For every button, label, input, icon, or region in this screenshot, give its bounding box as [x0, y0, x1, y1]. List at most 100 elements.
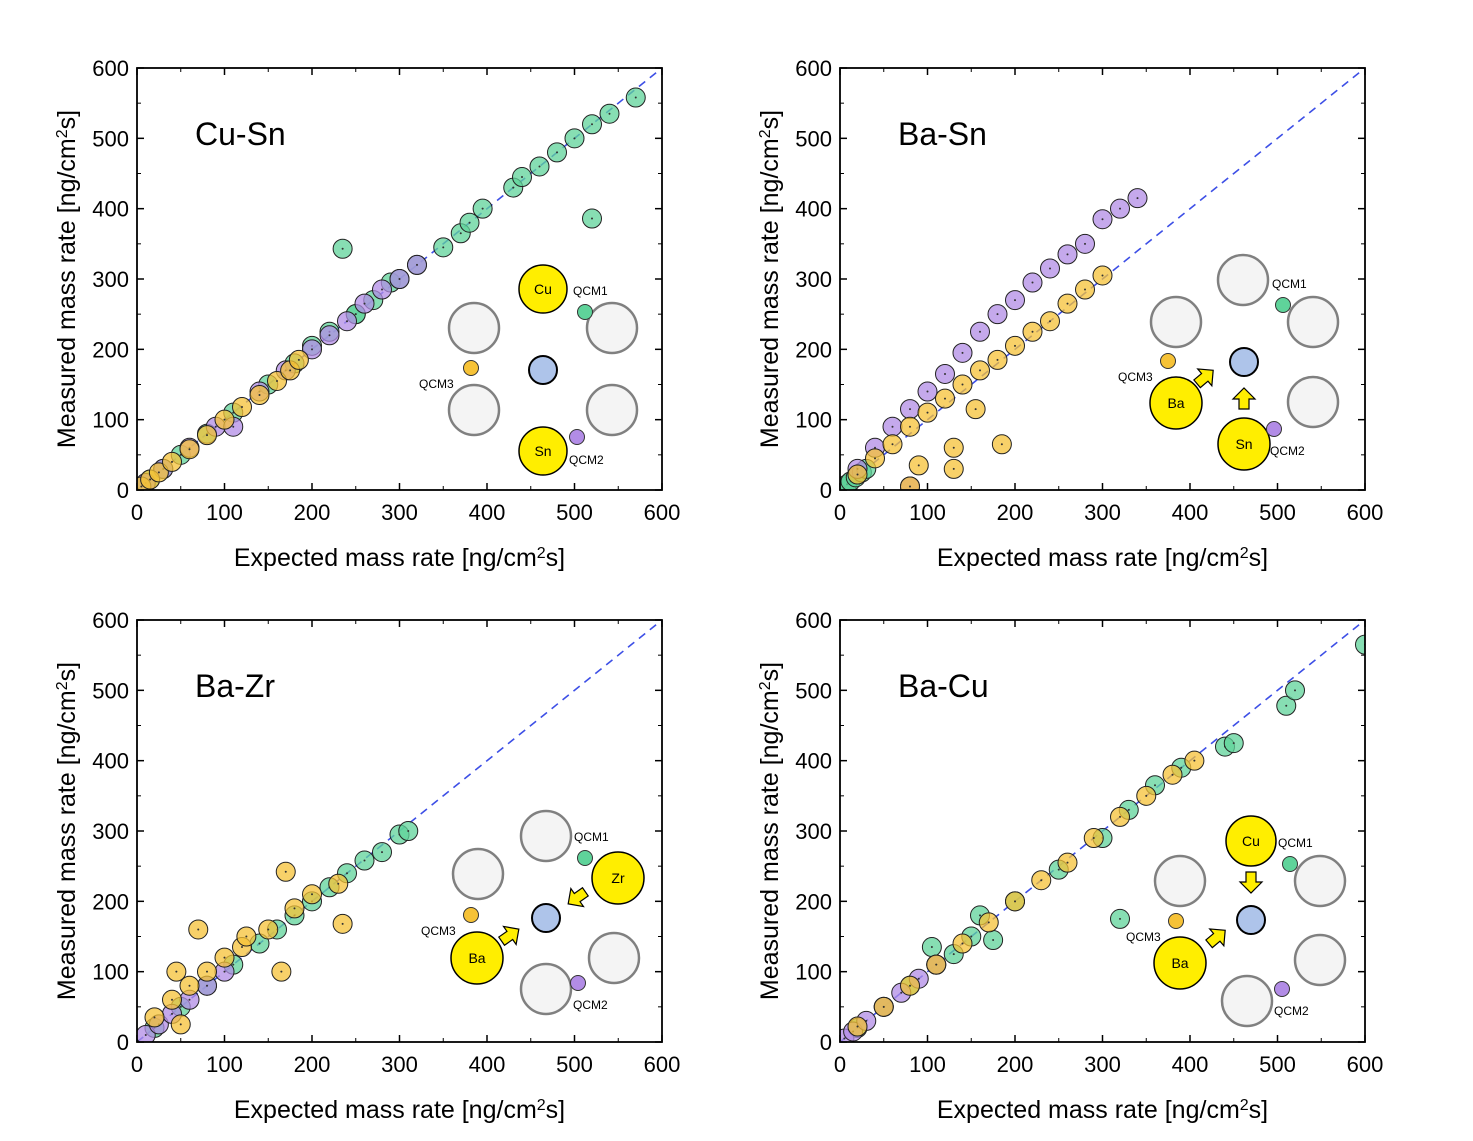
data-point-center	[1031, 281, 1034, 284]
x-axis-label-main: Expected mass rate [ng/cm	[937, 544, 1240, 572]
data-points	[840, 188, 1148, 490]
x-tick-label: 0	[834, 1052, 846, 1077]
panel-title: Ba-Cu	[898, 668, 989, 704]
data-point-center	[140, 485, 143, 488]
data-point-center	[1180, 766, 1183, 769]
data-point-center	[241, 406, 243, 409]
x-axis-label: Expected mass rate [ng/cm2s]	[234, 1096, 565, 1124]
empty-source-position	[585, 383, 639, 437]
source-ba	[450, 931, 504, 985]
y-tick-label: 500	[795, 126, 832, 151]
x-tick-label: 400	[469, 1052, 506, 1077]
data-point-center	[337, 882, 340, 885]
data-point-center	[245, 935, 248, 938]
y-tick-label: 300	[92, 267, 129, 292]
data-point-center	[970, 935, 973, 938]
y-axis-label-sup: 2	[757, 129, 774, 138]
data-point-center	[591, 123, 593, 126]
y-tick-label: 200	[795, 337, 832, 362]
data-point-center	[961, 351, 964, 354]
y-tick-label: 500	[92, 678, 129, 703]
data-point-center	[459, 232, 462, 235]
data-point-center	[900, 991, 903, 994]
data-point-center	[909, 485, 911, 488]
source-sn	[1217, 417, 1271, 471]
panel-ba-zr: 00 100 100 200 200 300 300 400 400 500 500 600 600 Ex…	[53, 608, 680, 1124]
data-point-center	[407, 830, 410, 832]
data-point-center	[341, 922, 344, 925]
data-point-center	[1101, 274, 1104, 277]
flux-arrow-icon	[1205, 928, 1226, 949]
data-points	[137, 87, 646, 490]
data-point-center	[979, 330, 981, 333]
data-point-center	[1014, 299, 1016, 302]
empty-source-position	[1293, 933, 1347, 987]
data-point-center	[944, 372, 946, 375]
empty-source-position	[447, 301, 501, 355]
data-point-center	[276, 379, 278, 382]
data-point-center	[1136, 197, 1139, 200]
data-point-center	[521, 176, 523, 179]
data-point-center	[197, 928, 200, 931]
data-point-center	[223, 970, 226, 973]
data-point-center	[328, 334, 331, 337]
data-point-qcm3	[900, 476, 920, 490]
y-tick-label: 100	[92, 408, 129, 433]
data-point-center	[1119, 917, 1121, 920]
data-point-center	[341, 247, 344, 250]
qcm2-label: QCM2	[1270, 444, 1305, 458]
data-point-center	[214, 425, 217, 428]
data-point-center	[1294, 689, 1296, 692]
qcm1-label: QCM1	[1272, 277, 1307, 291]
x-tick-label: 300	[1084, 500, 1121, 525]
x-axis-label-sup: 2	[1240, 1097, 1249, 1114]
y-axis-label-main: Measured mass rate [ng/cm	[53, 690, 81, 1000]
data-point-center	[206, 970, 208, 973]
data-point-center	[188, 998, 191, 1001]
y-tick-label: 300	[795, 819, 832, 844]
data-point-center	[1145, 794, 1148, 797]
flux-arrow-icon	[1231, 387, 1257, 410]
plot-frame	[136, 619, 663, 1043]
data-point-center	[882, 1005, 885, 1008]
data-point-center	[381, 851, 383, 854]
x-tick-label: 100	[206, 1052, 243, 1077]
data-point-center	[1049, 320, 1051, 323]
y-axis-label: Measured mass rate [ng/cm2s]	[53, 662, 81, 1000]
y-tick-label: 400	[795, 749, 832, 774]
y-tick-label: 0	[117, 478, 129, 503]
source-ba	[1153, 936, 1207, 990]
data-point-center	[1049, 267, 1051, 270]
data-point-center	[608, 112, 611, 115]
y-tick-label: 600	[795, 56, 832, 81]
plot-frame	[136, 67, 663, 491]
source-label: Cu	[1242, 833, 1260, 849]
x-tick-label: 500	[1259, 1052, 1296, 1077]
x-tick-label: 300	[381, 1052, 418, 1077]
empty-source-position	[1149, 295, 1203, 349]
data-point-center	[1171, 773, 1174, 776]
source-cu	[1225, 815, 1277, 867]
y-tick-label: 500	[795, 678, 832, 703]
empty-source-position	[451, 847, 505, 901]
y-axis-label-main: Measured mass rate [ng/cm	[756, 138, 784, 448]
data-point-center	[935, 963, 938, 966]
source-zr	[591, 851, 645, 905]
data-point-center	[909, 408, 911, 411]
y-axis-label-sup: 2	[757, 681, 774, 690]
empty-source-position	[519, 962, 573, 1016]
x-axis-label: Expected mass rate [ng/cm2s]	[937, 544, 1268, 572]
y-tick-label: 300	[795, 267, 832, 292]
data-point-center	[1040, 879, 1043, 882]
data-point-center	[996, 313, 999, 316]
empty-source-position	[1216, 253, 1270, 307]
data-point-center	[1127, 808, 1130, 811]
x-tick-label: 0	[131, 1052, 143, 1077]
substrate	[1236, 905, 1266, 935]
data-point-center	[381, 288, 383, 291]
data-point-qcm1	[1355, 634, 1365, 655]
panel-title: Cu-Sn	[195, 116, 286, 152]
data-point-center	[856, 1025, 859, 1028]
data-point-center	[974, 408, 977, 411]
